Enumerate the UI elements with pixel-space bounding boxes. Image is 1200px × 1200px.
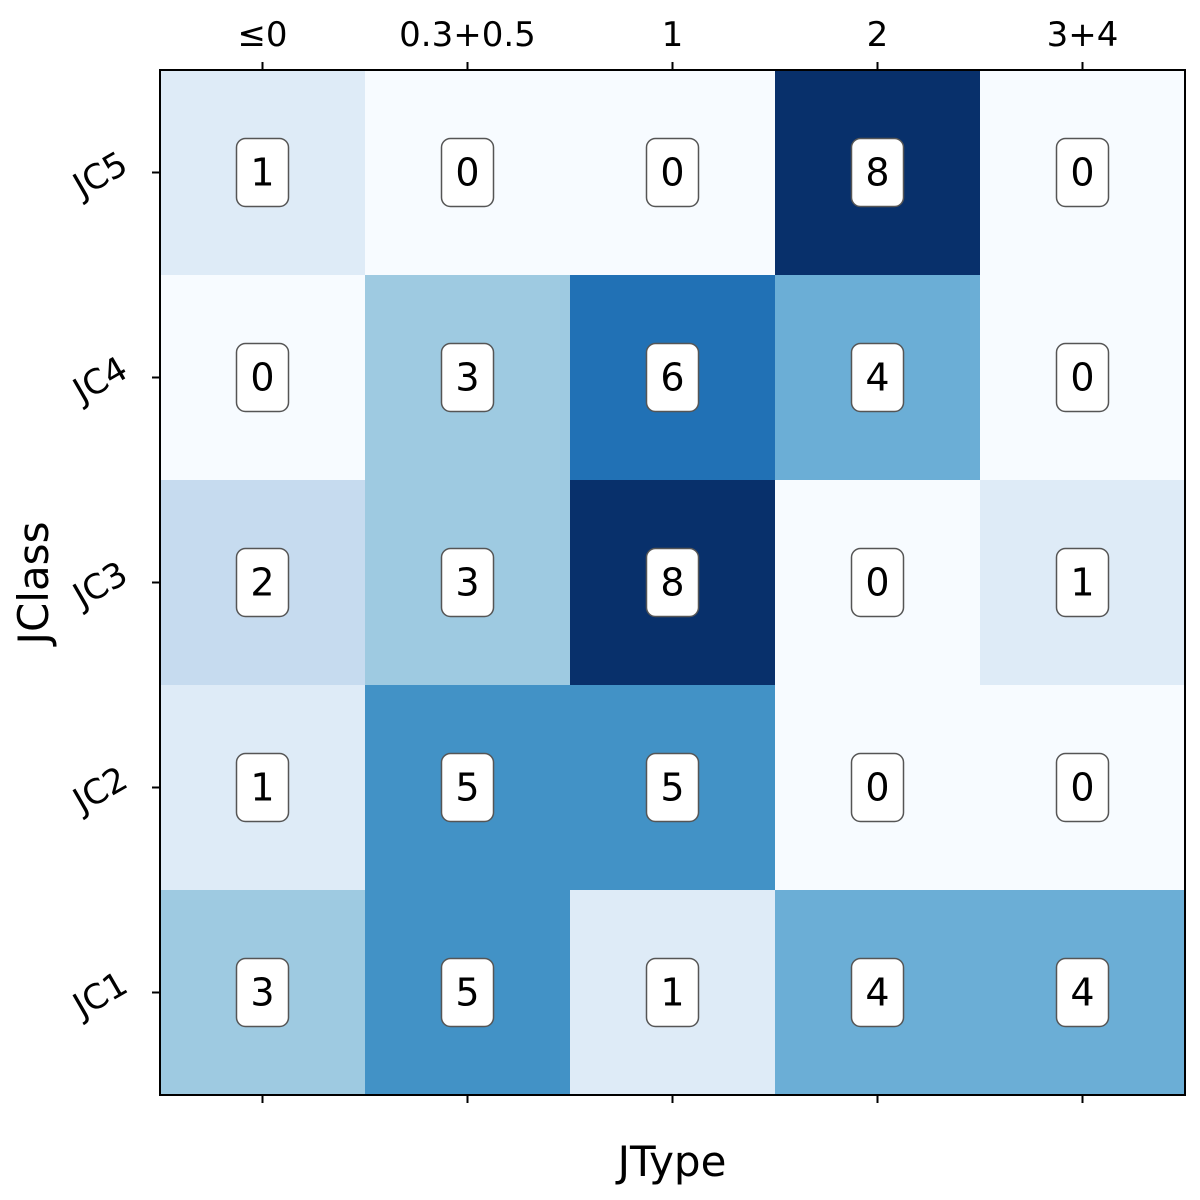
- cell-value-label: 4: [1070, 971, 1094, 1015]
- cell-label-box: [440, 752, 495, 823]
- cell-value-label: 8: [660, 561, 684, 605]
- cell-value-label: 3: [250, 971, 274, 1015]
- cell-label-box: [1055, 547, 1110, 618]
- x-tick-label: ≤0: [237, 15, 287, 55]
- cell-label-box: [645, 957, 700, 1028]
- cell-value-label: 1: [1070, 561, 1094, 605]
- y-tick-label: JC2: [65, 759, 135, 822]
- x-tick-label: 1: [662, 15, 684, 55]
- cell-label-box: [645, 752, 700, 823]
- cell-label-box: [235, 752, 290, 823]
- cell-label-box: [645, 137, 700, 208]
- x-axis-ticks: ≤0 0.3+0.5 1 2 3+4: [237, 15, 1118, 1103]
- cell-label-box: [235, 957, 290, 1028]
- x-tick-label: 2: [867, 15, 889, 55]
- cell-label-box: [440, 137, 495, 208]
- x-tick-label: 0.3+0.5: [399, 15, 536, 55]
- cell-value-label: 6: [660, 356, 684, 400]
- cell-value-label: 3: [455, 356, 479, 400]
- x-axis-title: JType: [615, 1137, 727, 1186]
- cell-value-label: 4: [865, 356, 889, 400]
- y-tick-label: JC4: [65, 349, 135, 412]
- heatmap-cells: [160, 70, 1186, 1096]
- y-tick-label: JC5: [65, 144, 135, 207]
- cell-label-box: [850, 752, 905, 823]
- cell-label-box: [440, 957, 495, 1028]
- cell-label-box: [850, 137, 905, 208]
- cell-label-box: [1055, 342, 1110, 413]
- cell-value-label: 1: [250, 766, 274, 810]
- cell-label-box: [235, 342, 290, 413]
- cell-value-label: 5: [660, 766, 684, 810]
- cell-value-labels: 1 0 0 8 0 0 3 6 4 0 2 3 8 0 1 1 5 5 0 0 3 5 1 4 4: [235, 137, 1110, 1028]
- cell-label-box: [1055, 752, 1110, 823]
- cell-value-label: 0: [250, 356, 274, 400]
- cell-value-label: 5: [455, 766, 479, 810]
- cell-value-label: 2: [250, 561, 274, 605]
- cell-label-box: [850, 342, 905, 413]
- cell-label-box: [1055, 137, 1110, 208]
- cell-label-box: [645, 547, 700, 618]
- cell-label-box: [440, 547, 495, 618]
- cell-value-label: 0: [1070, 151, 1094, 195]
- cell-label-box: [850, 957, 905, 1028]
- cell-value-label: 1: [250, 151, 274, 195]
- cell-value-label: 3: [455, 561, 479, 605]
- y-axis-ticks: JC5 JC4 JC3 JC2 JC1: [65, 144, 160, 1027]
- cell-label-box: [850, 547, 905, 618]
- y-axis-title: JClass: [9, 522, 58, 648]
- cell-value-label: 0: [455, 151, 479, 195]
- cell-value-label: 5: [455, 971, 479, 1015]
- cell-value-label: 1: [660, 971, 684, 1015]
- y-tick-label: JC3: [65, 554, 135, 617]
- y-tick-label: JC1: [65, 964, 135, 1027]
- cell-value-label: 0: [1070, 356, 1094, 400]
- cell-label-box: [1055, 957, 1110, 1028]
- cell-value-label: 4: [865, 971, 889, 1015]
- cell-value-label: 8: [865, 151, 889, 195]
- cell-value-label: 0: [660, 151, 684, 195]
- cell-label-box: [645, 342, 700, 413]
- cell-label-box: [235, 137, 290, 208]
- cell-label-box: [235, 547, 290, 618]
- x-tick-label: 3+4: [1047, 15, 1119, 55]
- cell-value-label: 0: [865, 561, 889, 605]
- cell-value-label: 0: [1070, 766, 1094, 810]
- cell-label-box: [440, 342, 495, 413]
- cell-value-label: 0: [865, 766, 889, 810]
